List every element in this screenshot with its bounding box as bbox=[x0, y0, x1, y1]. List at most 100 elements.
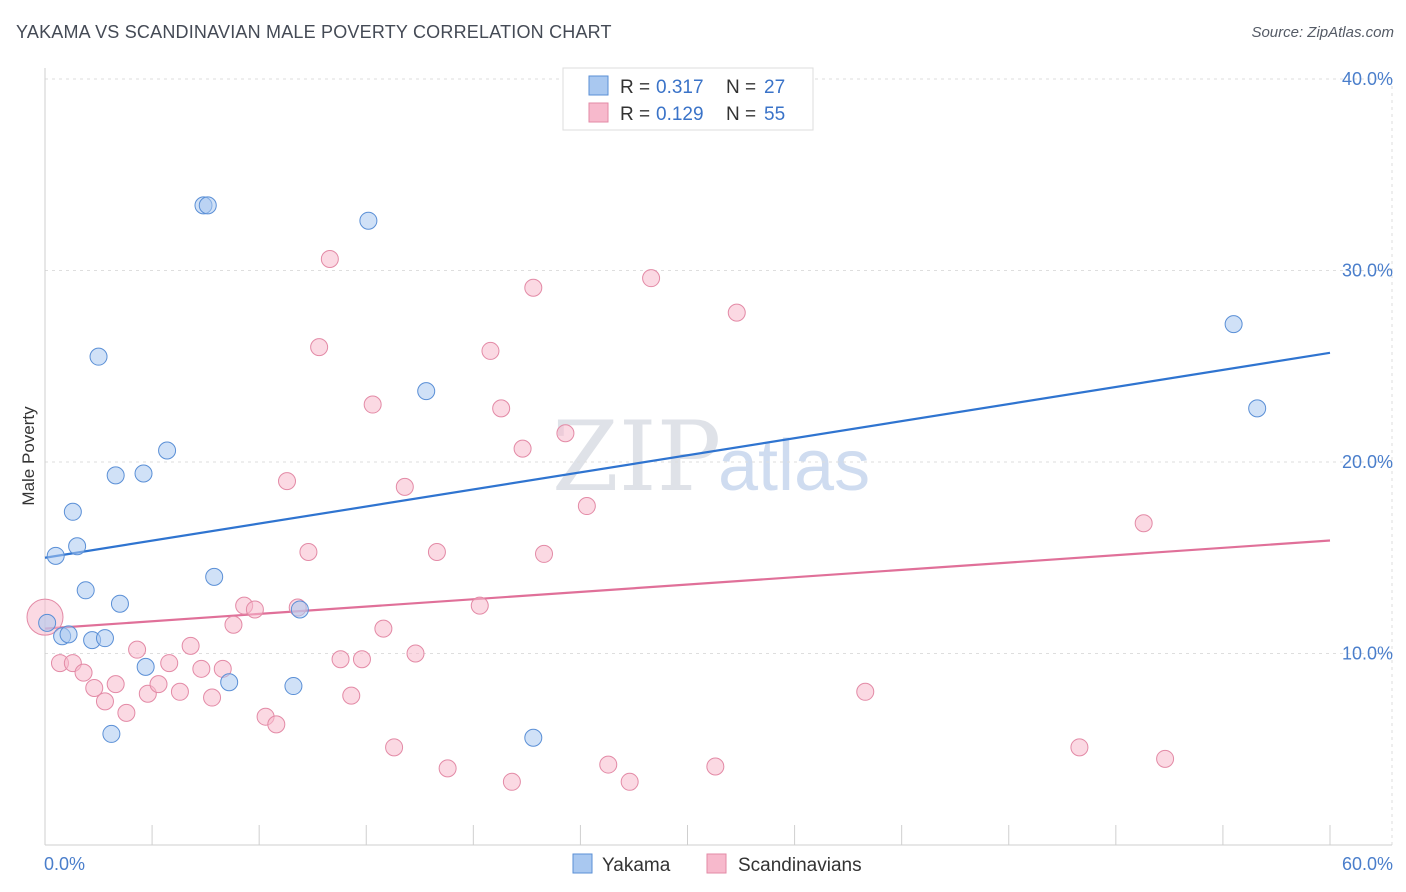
point-scandinavians bbox=[160, 654, 179, 673]
y-tick-label: 10.0% bbox=[1342, 644, 1393, 664]
watermark: ZIP atlas bbox=[552, 401, 870, 513]
source-label: Source: ZipAtlas.com bbox=[1251, 24, 1394, 41]
point-scandinavians bbox=[267, 715, 286, 734]
point-yakama bbox=[102, 724, 121, 743]
grid bbox=[45, 78, 1393, 845]
point-scandinavians bbox=[192, 659, 211, 678]
bottom-legend: Yakama Scandinavians bbox=[572, 853, 862, 876]
point-scandinavians bbox=[599, 755, 618, 774]
point-scandinavians bbox=[374, 619, 393, 638]
point-scandinavians bbox=[278, 472, 297, 491]
point-yakama bbox=[1224, 315, 1243, 334]
point-yakama bbox=[89, 347, 108, 366]
x-tick-label-min: 0.0% bbox=[44, 854, 85, 874]
legend-r-label: R = bbox=[620, 104, 650, 125]
point-scandinavians bbox=[320, 250, 339, 269]
point-scandinavians bbox=[128, 640, 147, 659]
point-yakama bbox=[110, 594, 129, 613]
legend-r-label: R = bbox=[620, 77, 650, 98]
point-scandinavians bbox=[577, 497, 596, 516]
point-scandinavians bbox=[299, 543, 318, 562]
point-scandinavians bbox=[535, 544, 554, 563]
x-tick-label-max: 60.0% bbox=[1342, 854, 1393, 874]
legend-row-scandinavians: R = 0.129 N = 55 bbox=[588, 102, 785, 125]
point-scandinavians bbox=[427, 543, 446, 562]
point-scandinavians bbox=[1070, 738, 1089, 757]
point-yakama bbox=[68, 537, 87, 556]
bottom-legend-label-yakama: Yakama bbox=[602, 855, 671, 876]
point-scandinavians bbox=[203, 688, 222, 707]
point-yakama bbox=[1248, 399, 1267, 418]
point-scandinavians bbox=[395, 477, 414, 496]
y-tick-label: 30.0% bbox=[1342, 261, 1393, 281]
chart-title: YAKAMA VS SCANDINAVIAN MALE POVERTY CORR… bbox=[16, 22, 612, 42]
point-scandinavians bbox=[352, 650, 371, 669]
point-scandinavians bbox=[513, 439, 532, 458]
point-yakama bbox=[158, 441, 177, 460]
point-scandinavians bbox=[117, 703, 136, 722]
point-scandinavians bbox=[438, 759, 457, 778]
point-yakama bbox=[205, 567, 224, 586]
point-scandinavians bbox=[342, 686, 361, 705]
point-scandinavians bbox=[170, 682, 189, 701]
point-yakama bbox=[198, 196, 217, 215]
trend-line-yakama bbox=[44, 351, 1331, 559]
legend-n-label: N = bbox=[726, 77, 756, 98]
point-yakama bbox=[63, 502, 82, 521]
point-yakama bbox=[136, 657, 155, 676]
bottom-legend-swatch-scandinavians bbox=[706, 853, 727, 874]
point-scandinavians bbox=[245, 600, 264, 619]
point-scandinavians bbox=[149, 675, 168, 694]
point-scandinavians bbox=[363, 395, 382, 414]
point-yakama bbox=[59, 625, 78, 644]
point-yakama bbox=[106, 466, 125, 485]
point-scandinavians bbox=[385, 738, 404, 757]
point-scandinavians bbox=[492, 399, 511, 418]
point-scandinavians bbox=[524, 278, 543, 297]
trend-line-scandinavians bbox=[44, 539, 1331, 630]
point-scandinavians bbox=[406, 644, 425, 663]
y-tick-label: 20.0% bbox=[1342, 452, 1393, 472]
point-yakama bbox=[134, 464, 153, 483]
point-scandinavians bbox=[310, 338, 329, 357]
point-yakama bbox=[46, 546, 65, 565]
y-axis-title: Male Poverty bbox=[19, 406, 38, 506]
axes: 10.0% 20.0% 30.0% 40.0% 0.0% 60.0% bbox=[44, 68, 1393, 874]
point-yakama bbox=[290, 600, 309, 619]
legend-box: R = 0.317 N = 27 R = 0.129 N = 55 bbox=[562, 67, 814, 131]
point-scandinavians bbox=[642, 269, 661, 288]
point-yakama bbox=[284, 677, 303, 696]
point-yakama bbox=[38, 613, 57, 632]
point-scandinavians bbox=[502, 772, 521, 791]
point-scandinavians bbox=[331, 650, 350, 669]
point-scandinavians bbox=[481, 341, 500, 360]
legend-n-value: 55 bbox=[764, 104, 785, 125]
legend-row-yakama: R = 0.317 N = 27 bbox=[588, 75, 785, 98]
point-scandinavians bbox=[620, 772, 639, 791]
point-yakama bbox=[359, 211, 378, 230]
point-scandinavians bbox=[85, 678, 104, 697]
legend-r-value: 0.317 bbox=[656, 77, 704, 98]
watermark-zip: ZIP bbox=[552, 401, 721, 513]
point-scandinavians bbox=[1156, 749, 1175, 768]
legend-r-value: 0.129 bbox=[656, 104, 704, 125]
bottom-legend-swatch-yakama bbox=[572, 853, 593, 874]
point-scandinavians bbox=[556, 424, 575, 443]
point-scandinavians bbox=[706, 757, 725, 776]
point-yakama bbox=[220, 673, 239, 692]
point-yakama bbox=[417, 382, 436, 401]
point-yakama bbox=[95, 629, 114, 648]
y-tick-label: 40.0% bbox=[1342, 69, 1393, 89]
legend-n-label: N = bbox=[726, 104, 756, 125]
point-scandinavians bbox=[1134, 514, 1153, 533]
point-scandinavians bbox=[727, 303, 746, 322]
point-yakama bbox=[524, 728, 543, 747]
legend-n-value: 27 bbox=[764, 77, 785, 98]
point-scandinavians bbox=[95, 692, 114, 711]
point-scandinavians bbox=[74, 663, 93, 682]
data-points bbox=[26, 196, 1267, 791]
bottom-legend-label-scandinavians: Scandinavians bbox=[738, 855, 862, 876]
legend-swatch-scandinavians bbox=[588, 102, 609, 123]
point-scandinavians bbox=[224, 615, 243, 634]
